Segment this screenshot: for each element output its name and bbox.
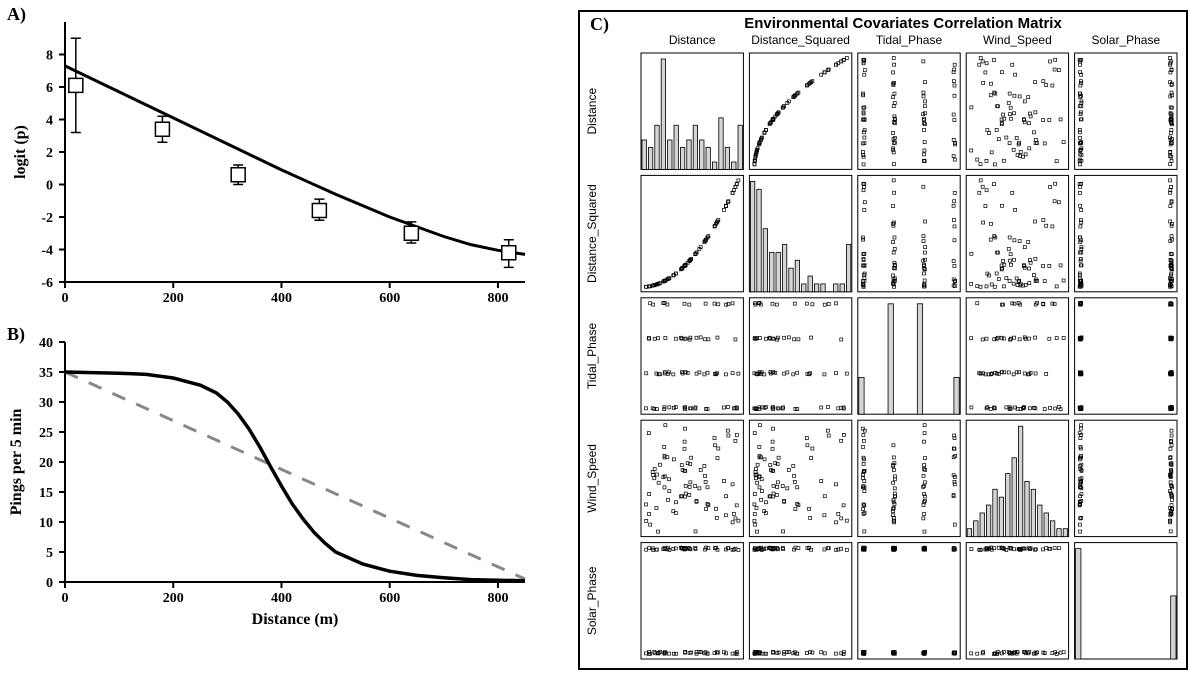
svg-text:20: 20 — [39, 456, 53, 471]
svg-text:Solar_Phase: Solar_Phase — [1091, 33, 1160, 47]
svg-text:6: 6 — [46, 81, 53, 96]
svg-text:A): A) — [7, 4, 26, 25]
svg-text:5: 5 — [46, 546, 53, 561]
svg-text:Distance: Distance — [669, 33, 716, 47]
svg-text:Distance_Squared: Distance_Squared — [585, 184, 599, 283]
svg-text:2: 2 — [46, 146, 53, 161]
svg-text:-4: -4 — [41, 244, 53, 259]
svg-text:Pings per 5 min: Pings per 5 min — [8, 408, 25, 515]
svg-text:30: 30 — [39, 396, 53, 411]
svg-text:Tidal_Phase: Tidal_Phase — [585, 323, 599, 390]
svg-text:C): C) — [590, 14, 609, 35]
svg-text:400: 400 — [271, 591, 292, 606]
svg-text:10: 10 — [39, 516, 53, 531]
svg-text:0: 0 — [46, 576, 53, 591]
svg-text:200: 200 — [163, 591, 184, 606]
svg-text:25: 25 — [39, 426, 53, 441]
svg-text:-2: -2 — [41, 211, 53, 226]
svg-text:Wind_Speed: Wind_Speed — [585, 444, 599, 513]
svg-text:-6: -6 — [41, 276, 53, 291]
svg-text:Tidal_Phase: Tidal_Phase — [876, 33, 943, 47]
matrix-title: Environmental Covariates Correlation Mat… — [744, 15, 1062, 32]
panel-c-matrix: Environmental Covariates Correlation Mat… — [578, 10, 1188, 670]
svg-text:logit (p): logit (p) — [12, 125, 29, 179]
svg-text:800: 800 — [487, 591, 508, 606]
svg-text:0: 0 — [62, 591, 69, 606]
svg-text:8: 8 — [46, 49, 53, 64]
svg-text:600: 600 — [379, 291, 400, 306]
svg-text:0: 0 — [62, 291, 69, 306]
svg-text:Wind_Speed: Wind_Speed — [983, 33, 1052, 47]
panel-a-chart: 0 200 400 600 800 -6 -4 -2 0 2 4 6 8 logit (p) A) — [0, 2, 565, 332]
svg-text:B): B) — [7, 324, 25, 345]
svg-text:400: 400 — [271, 291, 292, 306]
panel-b-chart: 0 200 400 600 800 0 5 10 15 20 25 30 35 40 Pings per 5… — [0, 322, 565, 672]
svg-text:0: 0 — [46, 179, 53, 194]
svg-text:Distance: Distance — [585, 88, 599, 135]
svg-text:4: 4 — [46, 114, 53, 129]
svg-text:Distance_Squared: Distance_Squared — [751, 33, 850, 47]
svg-text:800: 800 — [487, 291, 508, 306]
svg-text:Distance (m): Distance (m) — [252, 611, 339, 628]
svg-text:600: 600 — [379, 591, 400, 606]
svg-text:Solar_Phase: Solar_Phase — [585, 566, 599, 635]
svg-text:35: 35 — [39, 366, 53, 381]
svg-text:15: 15 — [39, 486, 53, 501]
svg-text:40: 40 — [39, 336, 53, 351]
svg-text:200: 200 — [163, 291, 184, 306]
